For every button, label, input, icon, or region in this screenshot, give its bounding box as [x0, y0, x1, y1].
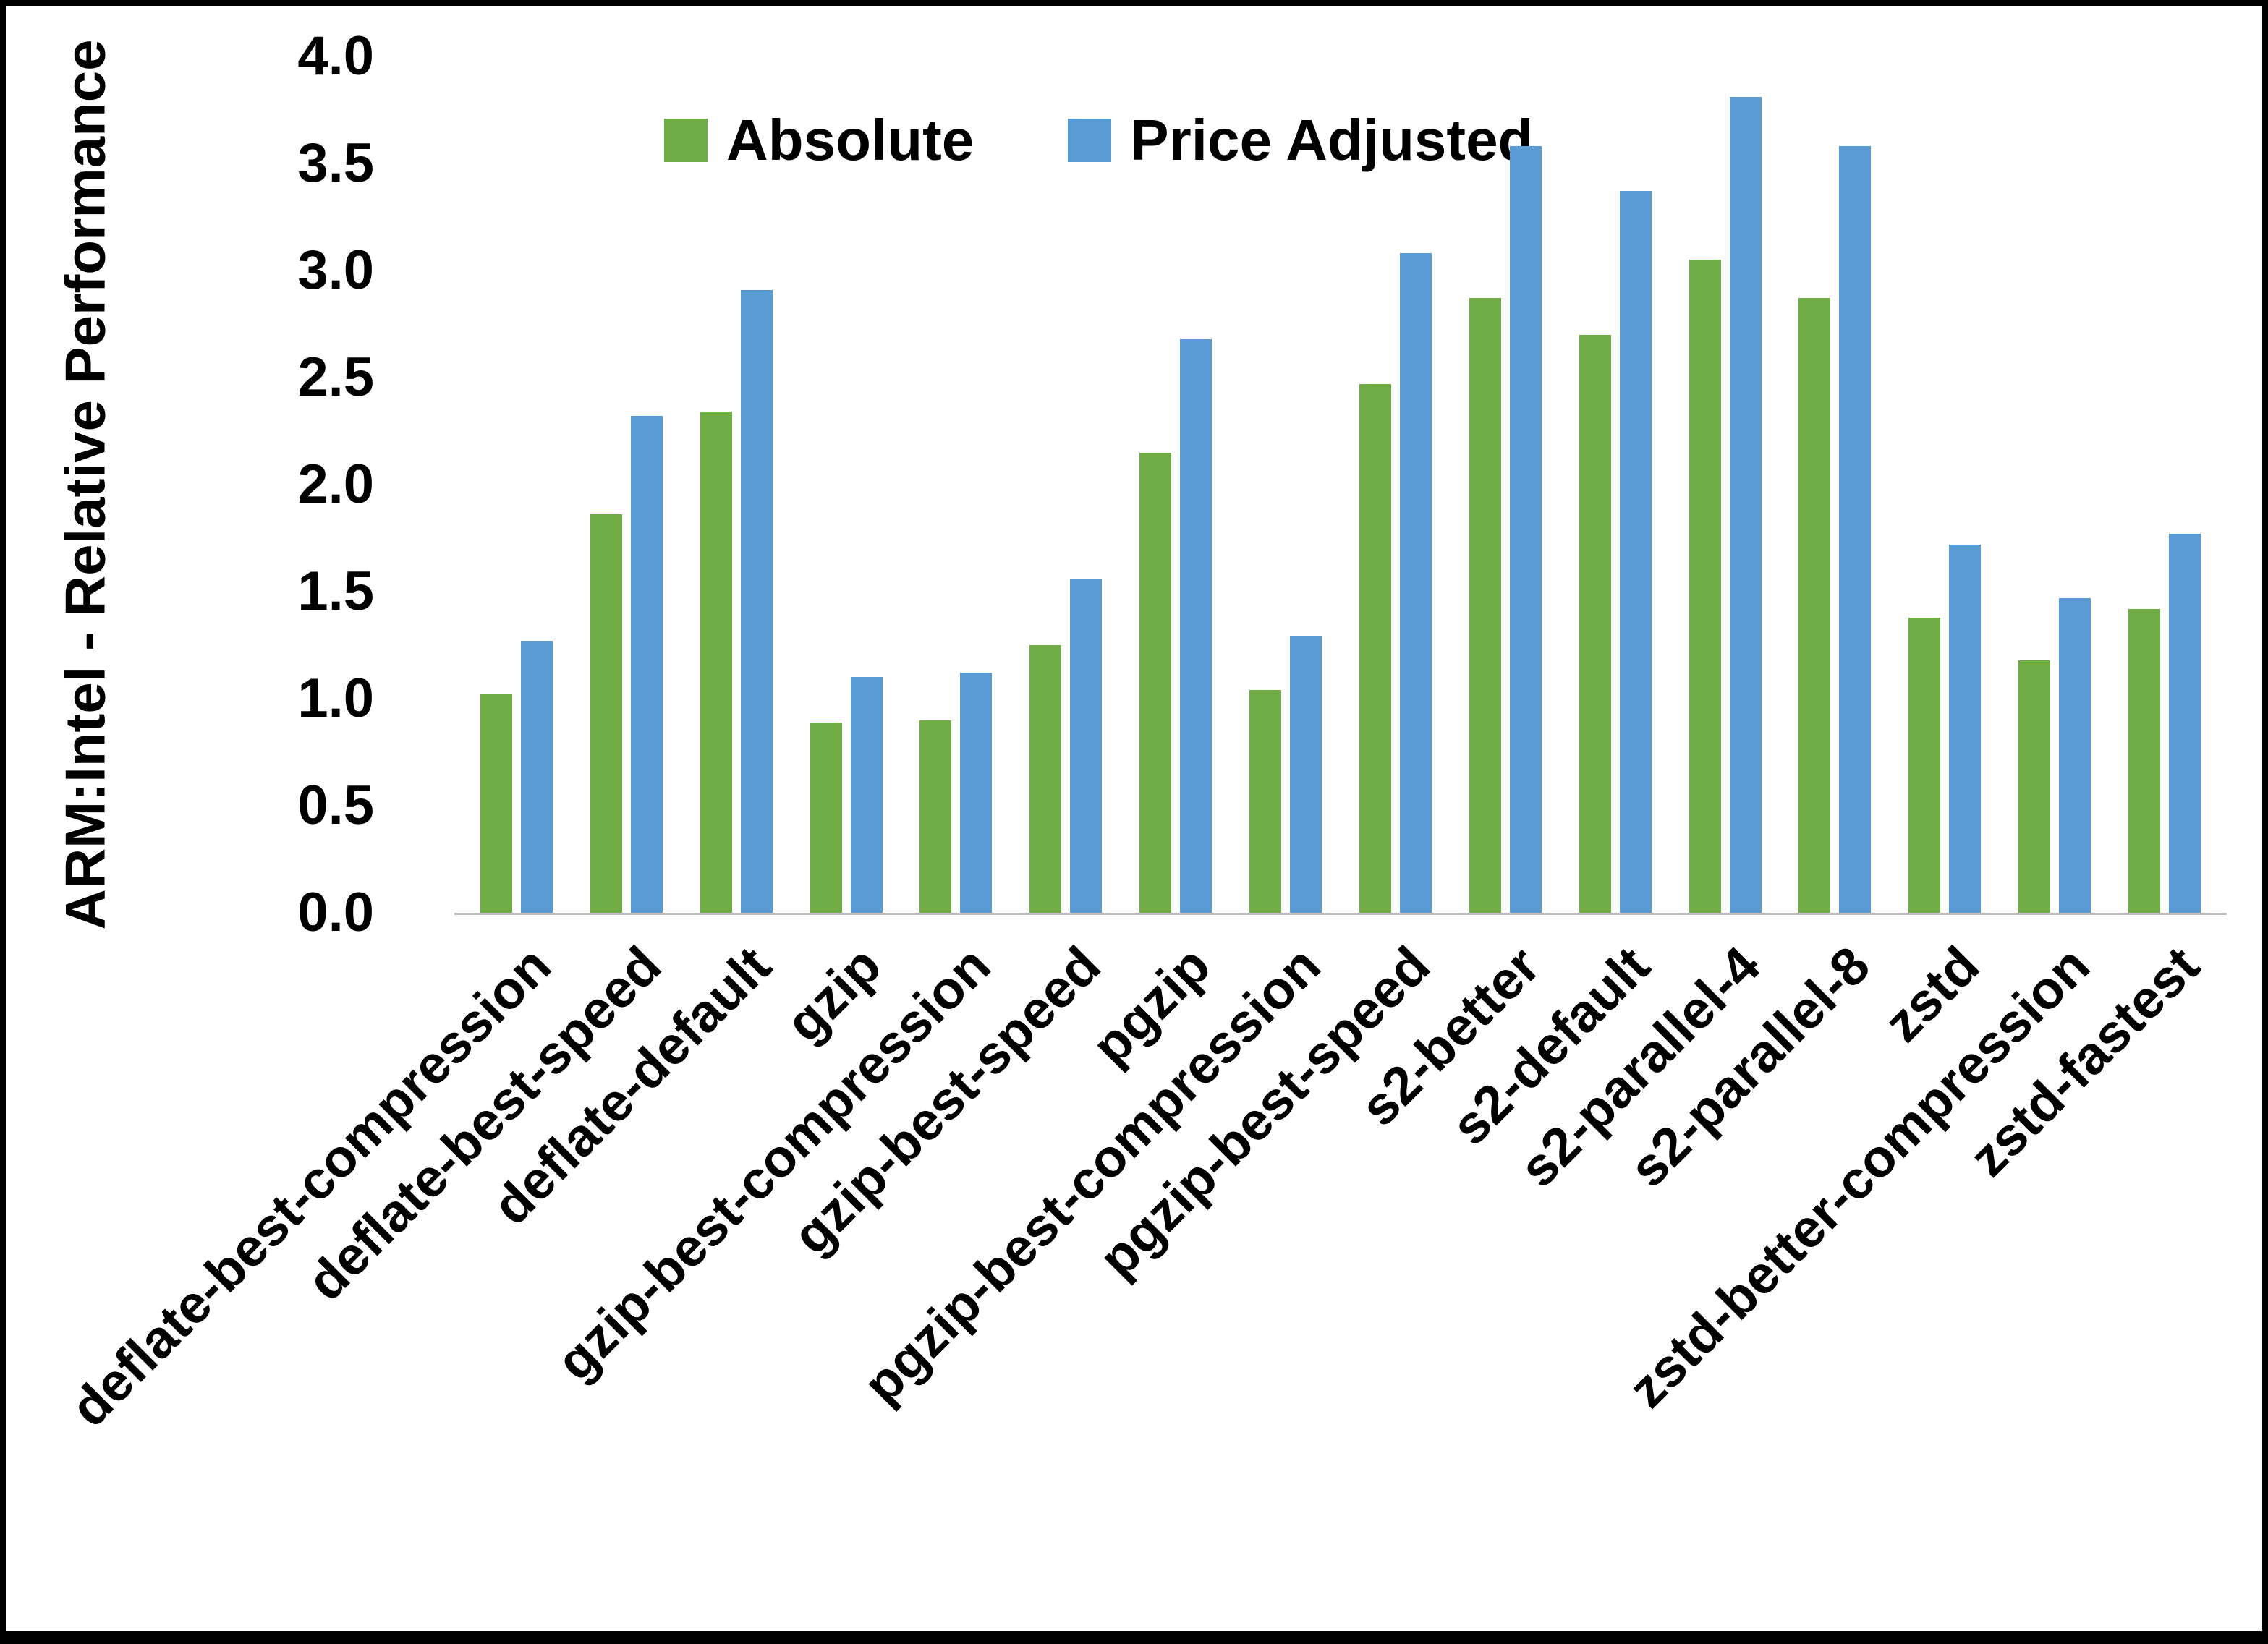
y-tick-label: 4.0 — [297, 25, 374, 87]
y-tick-label: 3.5 — [297, 132, 374, 194]
bar-absolute — [1689, 260, 1721, 913]
x-axis-line — [454, 913, 2227, 915]
bar-price-adjusted — [1070, 579, 1103, 913]
y-tick-label: 0.5 — [297, 775, 374, 836]
bar-absolute — [1579, 334, 1611, 913]
bar-price-adjusted — [520, 641, 553, 913]
bar-absolute — [1029, 645, 1062, 913]
bar-absolute — [1139, 452, 1172, 913]
y-tick-label: 3.0 — [297, 239, 374, 301]
bar-absolute — [810, 722, 842, 913]
legend-item-absolute: Absolute — [664, 107, 974, 174]
y-tick-label: 1.5 — [297, 561, 374, 622]
bar-price-adjusted — [2169, 534, 2201, 913]
bar-price-adjusted — [1619, 191, 1652, 913]
bar-absolute — [1359, 383, 1391, 913]
bar-chart: ARM:Intel - Relative Performance Absolut… — [6, 6, 2262, 1631]
bar-price-adjusted — [850, 677, 883, 913]
bar-price-adjusted — [1729, 97, 1762, 913]
bar-absolute — [1249, 690, 1282, 913]
bar-absolute — [2128, 608, 2161, 913]
y-tick-label: 2.5 — [297, 346, 374, 408]
bar-absolute — [1469, 298, 1501, 913]
bar-price-adjusted — [1180, 338, 1212, 913]
legend-swatch-absolute — [664, 119, 708, 162]
bar-price-adjusted — [1509, 146, 1542, 913]
bar-price-adjusted — [1949, 544, 1982, 913]
y-tick-label: 2.0 — [297, 453, 374, 515]
legend-swatch-price-adjusted — [1068, 119, 1112, 162]
bar-absolute — [1798, 298, 1831, 913]
bar-absolute — [919, 720, 952, 913]
y-tick-label: 1.0 — [297, 668, 374, 729]
bar-price-adjusted — [2059, 597, 2091, 913]
bar-absolute — [590, 514, 622, 913]
bar-price-adjusted — [630, 416, 663, 913]
legend: Absolute Price Adjusted — [664, 107, 1533, 174]
y-tick-label: 0.0 — [297, 882, 374, 943]
bar-price-adjusted — [1399, 253, 1432, 913]
bar-absolute — [2018, 660, 2051, 913]
legend-label-absolute: Absolute — [726, 108, 974, 172]
bar-absolute — [480, 694, 512, 913]
legend-label-price-adjusted: Price Adjusted — [1130, 108, 1534, 172]
y-axis-title: ARM:Intel - Relative Performance — [53, 39, 117, 930]
bar-price-adjusted — [740, 289, 773, 913]
bar-absolute — [700, 412, 732, 913]
bar-absolute — [1908, 617, 1941, 913]
bar-price-adjusted — [960, 673, 993, 913]
legend-item-price-adjusted: Price Adjusted — [1068, 107, 1533, 174]
bar-price-adjusted — [1839, 146, 1872, 913]
bar-price-adjusted — [1290, 636, 1322, 913]
